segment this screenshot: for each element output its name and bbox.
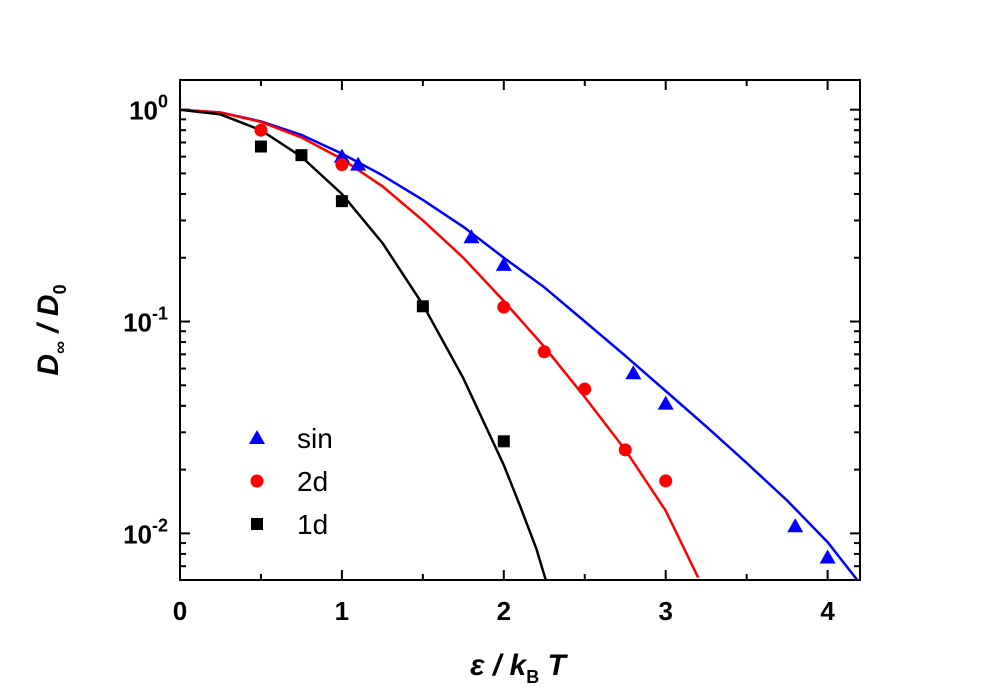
data-point-sin [625,365,642,380]
data-point-sin [657,395,674,410]
axis-ticks [179,80,860,580]
legend-label-2d: 2d [297,466,328,497]
x-tick-label: 1 [335,596,349,626]
x-tick-label: 3 [658,596,672,626]
y-tick-label: 100 [129,92,168,126]
data-point-1d [335,195,348,208]
data-point-2d [578,382,592,396]
data-point-1d [254,140,267,153]
fit-curve-1d [180,108,548,580]
legend-marker-2d [250,474,264,488]
legend: sin 2d 1d [249,423,333,540]
data-point-1d [497,435,510,448]
data-point-sin [350,156,367,171]
data-point-2d [659,474,673,488]
y-tick-label: 10-1 [123,304,168,338]
legend-label-1d: 1d [297,509,328,540]
fit-curve-sin [180,108,859,580]
data-point-2d [254,123,268,137]
fit-curves [180,108,859,580]
data-markers [254,123,836,564]
x-tick-label: 0 [173,596,187,626]
x-tick-label: 4 [820,596,835,626]
data-point-2d [335,158,349,172]
legend-marker-1d [251,518,263,530]
data-point-sin [819,549,836,564]
plot-frame [179,79,861,581]
x-tick-label: 2 [497,596,511,626]
data-point-1d [416,300,429,313]
data-point-sin [333,148,350,163]
x-axis-title: ε / kB T [470,649,568,687]
x-tick-labels: 0 1 2 3 4 [173,596,836,626]
data-point-2d [618,443,632,457]
y-tick-label: 10-2 [123,515,168,549]
y-tick-labels: 100 10-1 10-2 [123,92,168,550]
legend-label-sin: sin [297,423,333,454]
legend-marker-sin [249,430,265,444]
data-point-sin [495,256,512,271]
fit-curve-2d [180,108,700,578]
data-point-1d [295,149,308,162]
data-point-2d [497,300,511,314]
y-axis-title: D∞ / D0 [32,284,70,375]
data-point-2d [537,345,551,359]
data-point-sin [787,518,804,533]
data-point-sin [463,229,480,244]
